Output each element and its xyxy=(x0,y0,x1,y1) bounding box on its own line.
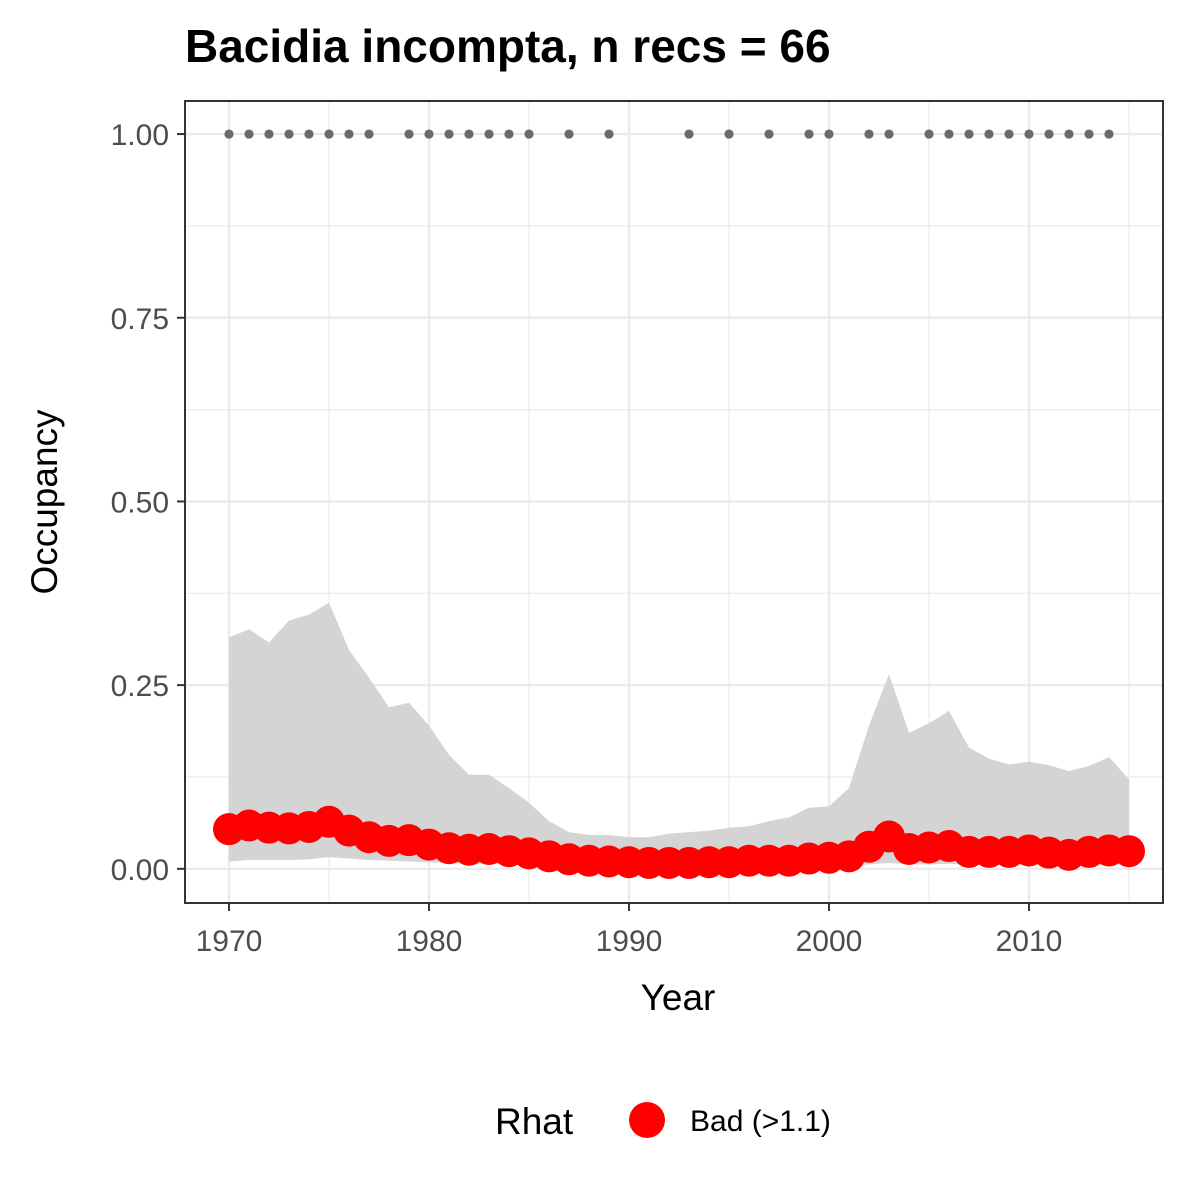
confidence-ribbon xyxy=(229,602,1129,868)
y-axis: 0.00 0.25 0.50 0.75 1.00 xyxy=(111,119,185,887)
x-axis-title: Year xyxy=(641,977,716,1018)
occupancy-point xyxy=(1113,835,1145,868)
occupancy-points-layer xyxy=(213,805,1145,879)
y-tick-label: 0.00 xyxy=(111,854,169,887)
record-point xyxy=(444,129,454,139)
record-point xyxy=(604,129,614,139)
record-point xyxy=(1064,129,1074,139)
legend: Rhat Bad (>1.1) xyxy=(495,1101,831,1142)
y-tick-label: 0.50 xyxy=(111,486,169,519)
record-point xyxy=(524,129,534,139)
record-point xyxy=(724,129,734,139)
record-point xyxy=(304,129,314,139)
record-point xyxy=(804,129,814,139)
x-tick-label: 2000 xyxy=(796,925,863,958)
legend-title: Rhat xyxy=(495,1101,574,1142)
record-point xyxy=(424,129,434,139)
record-point xyxy=(1084,129,1094,139)
record-point xyxy=(264,129,274,139)
y-axis-title: Occupancy xyxy=(24,409,65,595)
record-point xyxy=(764,129,774,139)
chart-title: Bacidia incompta, n recs = 66 xyxy=(185,20,831,72)
record-points-layer xyxy=(224,129,1114,139)
y-tick-label: 1.00 xyxy=(111,119,169,152)
record-point xyxy=(884,129,894,139)
record-point xyxy=(564,129,574,139)
record-point xyxy=(344,129,354,139)
x-tick-label: 1980 xyxy=(396,925,463,958)
record-point xyxy=(684,129,694,139)
record-point xyxy=(484,129,494,139)
confidence-ribbon-layer xyxy=(229,602,1129,868)
record-point xyxy=(944,129,954,139)
legend-label-bad: Bad (>1.1) xyxy=(690,1105,831,1138)
x-tick-label: 2010 xyxy=(996,925,1063,958)
x-tick-label: 1990 xyxy=(596,925,663,958)
y-tick-label: 0.25 xyxy=(111,670,169,703)
record-point xyxy=(244,129,254,139)
record-point xyxy=(504,129,514,139)
record-point xyxy=(824,129,834,139)
record-point xyxy=(1024,129,1034,139)
record-point xyxy=(364,129,374,139)
x-axis: 1970 1980 1990 2000 2010 xyxy=(196,903,1063,958)
y-tick-label: 0.75 xyxy=(111,303,169,336)
x-tick-label: 1970 xyxy=(196,925,263,958)
record-point xyxy=(404,129,414,139)
record-point xyxy=(464,129,474,139)
record-point xyxy=(1044,129,1054,139)
legend-key-bad xyxy=(629,1102,665,1138)
record-point xyxy=(1004,129,1014,139)
record-point xyxy=(1104,129,1114,139)
record-point xyxy=(324,129,334,139)
record-point xyxy=(224,129,234,139)
record-point xyxy=(284,129,294,139)
record-point xyxy=(984,129,994,139)
record-point xyxy=(924,129,934,139)
record-point xyxy=(864,129,874,139)
record-point xyxy=(964,129,974,139)
